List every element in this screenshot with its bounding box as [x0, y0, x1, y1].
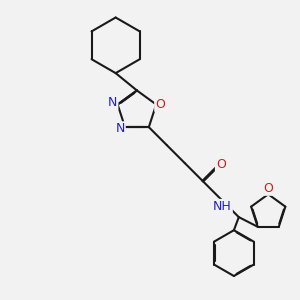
- Text: O: O: [216, 158, 226, 171]
- Text: N: N: [116, 122, 125, 135]
- Text: N: N: [108, 96, 117, 109]
- Text: NH: NH: [213, 200, 232, 213]
- Text: O: O: [263, 182, 273, 195]
- Text: O: O: [155, 98, 165, 111]
